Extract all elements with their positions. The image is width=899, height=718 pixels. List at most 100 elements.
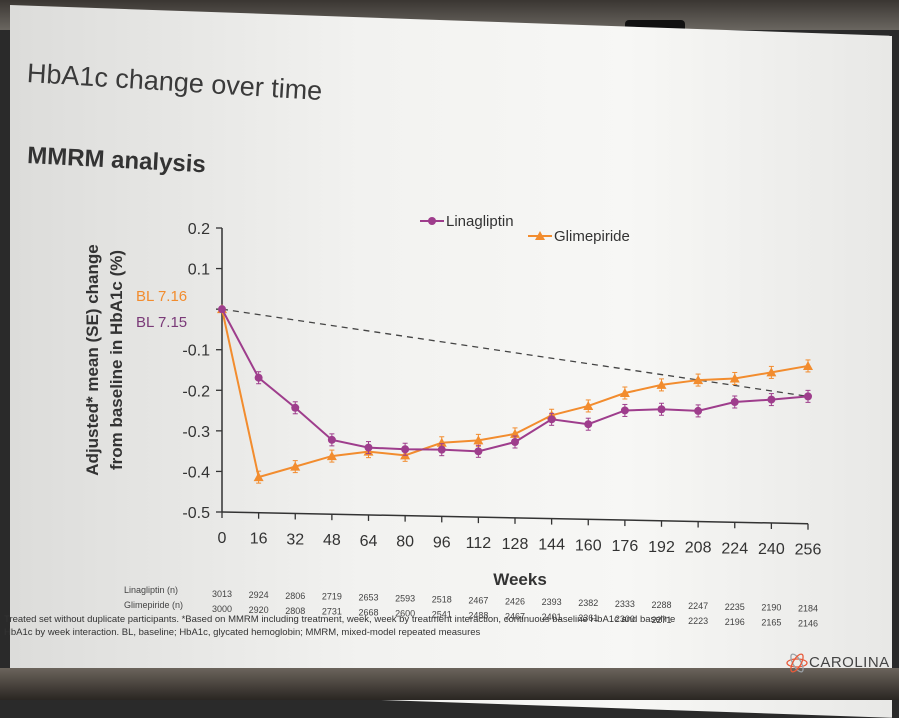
- data-point-linagliptin: [254, 373, 263, 382]
- data-point-glimepiride: [729, 373, 740, 383]
- data-point-glimepiride: [290, 461, 301, 471]
- legend-marker-linagliptin: [428, 217, 436, 225]
- data-point-glimepiride: [473, 435, 484, 445]
- n-value-glimepiride: 2401: [542, 612, 562, 622]
- n-value-glimepiride: 3000: [212, 604, 232, 614]
- n-value-glimepiride: 2808: [285, 606, 305, 616]
- x-tick-label: 112: [466, 535, 492, 552]
- data-point-linagliptin: [657, 405, 666, 414]
- n-value-glimepiride: 2920: [249, 605, 269, 615]
- x-tick-label: 0: [218, 530, 227, 547]
- x-tick-label: 176: [612, 538, 639, 555]
- baseline-label-linagliptin: BL 7.15: [136, 314, 187, 331]
- n-value-linagliptin: 2247: [688, 601, 708, 611]
- n-value-linagliptin: 2467: [468, 595, 488, 605]
- data-point-linagliptin: [804, 392, 812, 401]
- data-point-linagliptin: [620, 406, 629, 415]
- x-axis-label: Weeks: [493, 570, 547, 589]
- n-value-glimepiride: 2361: [578, 613, 598, 623]
- data-point-glimepiride: [436, 437, 447, 447]
- n-value-glimepiride: 2165: [761, 618, 781, 628]
- n-value-glimepiride: 2300: [615, 614, 635, 624]
- data-point-glimepiride: [803, 360, 813, 370]
- atom-icon: [786, 653, 808, 673]
- n-value-glimepiride: 2488: [468, 610, 488, 620]
- y-axis-label: Adjusted* mean (SE) change from baseline…: [83, 244, 126, 475]
- n-value-glimepiride: 2196: [725, 617, 745, 627]
- y-tick-label: 0.2: [188, 221, 210, 238]
- data-point-linagliptin: [474, 447, 483, 456]
- n-value-linagliptin: 2382: [578, 598, 598, 608]
- data-point-glimepiride: [656, 379, 667, 389]
- n-value-linagliptin: 2806: [285, 591, 305, 601]
- y-tick-label: -0.4: [182, 464, 210, 481]
- data-point-glimepiride: [326, 451, 337, 461]
- y-tick-label: 0.1: [188, 262, 210, 279]
- x-tick-label: 224: [721, 540, 748, 557]
- data-point-linagliptin: [547, 415, 556, 424]
- n-at-risk-table: Linagliptin (n) Glimepiride (n) 3013 2924…: [124, 585, 818, 629]
- x-tick-label: 208: [685, 540, 712, 557]
- baseline-dashed-line: [221, 308, 809, 398]
- footnote-line1: Treated set without duplicate participan…: [4, 614, 676, 625]
- logo-text: CAROLINA: [809, 653, 890, 671]
- n-value-glimepiride: 2600: [395, 609, 415, 619]
- legend-marker-glimepiride: [535, 231, 545, 240]
- data-point-linagliptin: [218, 305, 226, 314]
- data-point-linagliptin: [511, 438, 519, 447]
- n-value-glimepiride: 2271: [651, 615, 671, 625]
- data-point-glimepiride: [253, 472, 264, 482]
- n-value-glimepiride: 2731: [322, 607, 342, 617]
- chart-series: [217, 304, 813, 484]
- x-tick-label: 32: [286, 531, 304, 548]
- x-tick-label: 256: [795, 542, 822, 559]
- n-value-glimepiride: 2223: [688, 616, 708, 626]
- n-value-linagliptin: 2593: [395, 594, 415, 604]
- x-tick-label: 192: [648, 539, 675, 556]
- data-point-glimepiride: [619, 387, 630, 397]
- n-value-linagliptin: 2719: [322, 592, 342, 602]
- carolina-logo: CAROLINA: [785, 652, 890, 674]
- baseline-projection-line: [221, 308, 809, 398]
- data-point-linagliptin: [584, 420, 593, 429]
- footnote-line2: HbA1c by week interaction. BL, baseline;…: [4, 627, 481, 638]
- n-value-glimepiride: 2146: [798, 619, 818, 629]
- chart-axes: 0.2 0.1 -0.1 -0.2 -0.3 -0.4 -0.5 0 16 32 48 64 80 96 1…: [182, 221, 821, 559]
- n-value-glimepiride: 2668: [358, 608, 378, 618]
- data-point-linagliptin: [730, 397, 739, 406]
- data-point-glimepiride: [693, 375, 704, 385]
- room-floor: [0, 668, 899, 700]
- series-line-glimepiride: [221, 308, 809, 479]
- footnote: Treated set without duplicate participan…: [4, 613, 764, 639]
- n-value-linagliptin: 2924: [249, 590, 269, 600]
- n-value-linagliptin: 2518: [432, 594, 452, 604]
- data-point-linagliptin: [364, 443, 373, 452]
- x-tick-label: 144: [538, 537, 565, 554]
- chart-legend: Linagliptin Glimepiride: [420, 213, 630, 245]
- legend-label-glimepiride: Glimepiride: [554, 228, 630, 245]
- n-value-linagliptin: 2288: [651, 600, 671, 610]
- x-tick-label: 64: [360, 533, 378, 550]
- data-point-linagliptin: [767, 395, 776, 404]
- y-tick-label: -0.3: [182, 424, 210, 441]
- baseline-label-glimepiride: BL 7.16: [136, 288, 187, 305]
- x-tick-label: 16: [250, 531, 268, 548]
- data-point-linagliptin: [327, 435, 336, 444]
- x-tick-label: 48: [323, 532, 341, 549]
- y-tick-label: -0.2: [182, 383, 210, 400]
- n-row-label-glimepiride: Glimepiride (n): [124, 600, 183, 610]
- hba1c-chart: 0.2 0.1 -0.1 -0.2 -0.3 -0.4 -0.5 0 16 32 48 64 80 96 1…: [83, 213, 821, 629]
- y-tick-label: -0.1: [182, 343, 210, 360]
- x-tick-label: 96: [433, 534, 451, 551]
- n-value-linagliptin: 2393: [542, 597, 562, 607]
- x-tick-label: 240: [758, 541, 785, 558]
- x-tick-label: 128: [502, 536, 529, 553]
- data-point-linagliptin: [437, 445, 446, 454]
- y-axis-label-line2: from baseline in HbA1c (%): [107, 250, 126, 470]
- y-tick-label: -0.5: [182, 505, 210, 522]
- data-point-linagliptin: [694, 406, 703, 415]
- n-value-linagliptin: 2235: [725, 602, 745, 612]
- n-value-glimepiride: 2467: [505, 611, 525, 621]
- y-axis-label-line1: Adjusted* mean (SE) change: [83, 244, 102, 475]
- n-value-linagliptin: 2653: [358, 593, 378, 603]
